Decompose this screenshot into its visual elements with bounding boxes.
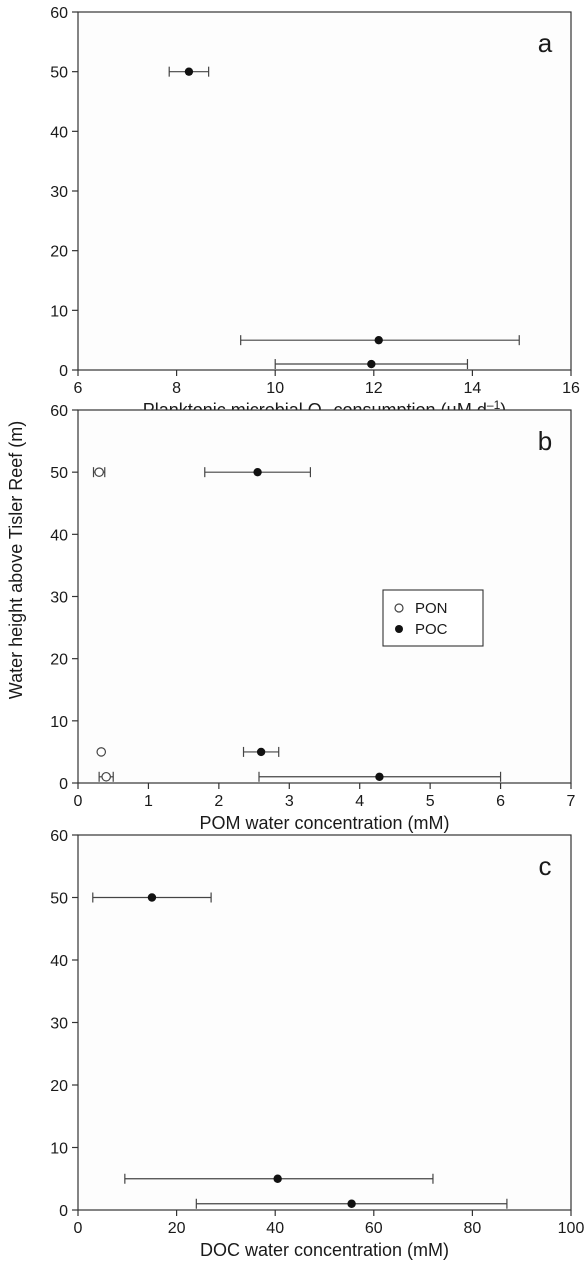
- x-axis-label-part: –1: [487, 398, 501, 412]
- y-tick-label: 50: [50, 465, 68, 482]
- x-tick-label: 3: [285, 793, 294, 810]
- x-tick-label: 5: [426, 793, 435, 810]
- data-point-open: [101, 771, 111, 782]
- data-point-filled: [256, 747, 266, 757]
- legend: [382, 589, 484, 647]
- legend-marker: [395, 625, 403, 633]
- y-tick-label: 20: [50, 1078, 68, 1095]
- x-tick-label: 6: [496, 793, 505, 810]
- data-point-filled: [273, 1174, 282, 1183]
- x-tick-label: 6: [74, 380, 83, 397]
- x-axis-label: POM water concentration (mM): [199, 813, 449, 833]
- y-tick-label: 10: [50, 714, 68, 731]
- x-tick-label: 16: [562, 380, 580, 397]
- y-tick-label: 0: [59, 363, 68, 380]
- data-point-open: [94, 467, 104, 477]
- x-tick-label: 10: [266, 380, 284, 397]
- y-tick-label: 60: [50, 403, 68, 420]
- legend-label: PON: [415, 600, 448, 617]
- y-tick-label: 30: [50, 184, 68, 201]
- plot-frame: [77, 11, 572, 371]
- x-tick-label: 8: [172, 380, 181, 397]
- y-tick-label: 10: [50, 1141, 68, 1158]
- data-point-filled: [375, 772, 384, 781]
- data-point-filled: [184, 67, 194, 76]
- x-tick-label: 80: [464, 1220, 482, 1237]
- panel-label: c: [539, 851, 552, 881]
- y-tick-label: 0: [59, 776, 68, 793]
- data-point-filled: [347, 1199, 356, 1208]
- x-axis-label: DOC water concentration (mM): [200, 1240, 449, 1260]
- y-tick-label: 30: [50, 1016, 68, 1033]
- plot-frame: [77, 409, 572, 784]
- data-point-filled: [367, 359, 376, 369]
- legend-label: POC: [415, 621, 448, 638]
- x-tick-label: 7: [567, 793, 576, 810]
- y-tick-label: 50: [50, 65, 68, 82]
- x-tick-label: 60: [365, 1220, 383, 1237]
- x-tick-label: 12: [365, 380, 383, 397]
- y-tick-label: 40: [50, 527, 68, 544]
- panel-b: 0 1 2 3 4 5 6 7 0 10 20 30 40 50 60 b POM water concentr…: [50, 403, 575, 833]
- y-tick-label: 0: [59, 1203, 68, 1220]
- panel-c: 0 20 40 60 80 100 0 10 20 30 40 50 60 c DOC water conc…: [50, 828, 584, 1260]
- y-tick-label: 10: [50, 303, 68, 320]
- data-point-open: [96, 747, 107, 757]
- y-tick-label: 20: [50, 244, 68, 261]
- x-tick-label: 40: [266, 1220, 284, 1237]
- shared-y-axis-label: Water height above Tisler Reef (m): [6, 421, 26, 699]
- data-point-filled: [253, 467, 262, 477]
- x-tick-label: 20: [168, 1220, 186, 1237]
- y-tick-label: 30: [50, 590, 68, 607]
- y-tick-label: 60: [50, 828, 68, 845]
- x-tick-label: 4: [355, 793, 364, 810]
- y-tick-label: 20: [50, 652, 68, 669]
- plot-frame: [77, 834, 572, 1211]
- x-tick-label: 0: [74, 793, 83, 810]
- data-point-filled: [374, 335, 383, 345]
- y-tick-label: 60: [50, 5, 68, 22]
- x-tick-label: 0: [74, 1220, 83, 1237]
- x-tick-label: 1: [144, 793, 153, 810]
- panel-a: 68101214160102030405060aPlanktonic micro…: [50, 5, 580, 426]
- panel-label: b: [538, 426, 552, 456]
- legend-marker: [394, 603, 404, 613]
- y-tick-label: 40: [50, 953, 68, 970]
- y-tick-label: 50: [50, 891, 68, 908]
- x-tick-label: 2: [214, 793, 223, 810]
- y-tick-label: 40: [50, 124, 68, 141]
- data-point-filled: [147, 893, 157, 902]
- x-tick-label: 100: [558, 1220, 585, 1237]
- panel-label: a: [538, 28, 553, 58]
- x-tick-label: 14: [464, 380, 482, 397]
